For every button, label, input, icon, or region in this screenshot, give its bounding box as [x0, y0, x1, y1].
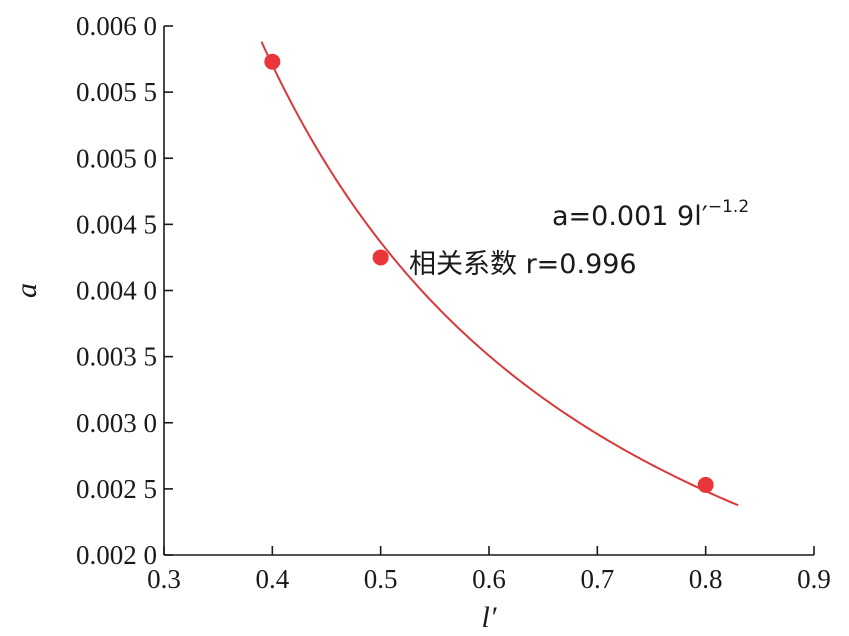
x-tick-label: 0.3: [147, 564, 181, 594]
correlation-label: 相关系数 r=0.996: [409, 249, 637, 280]
x-tick-label: 0.9: [797, 564, 831, 594]
x-tick-label: 0.8: [689, 564, 723, 594]
y-tick-label: 0.005 5: [76, 77, 157, 107]
x-tick-label: 0.6: [472, 564, 506, 594]
y-tick-label: 0.003 0: [76, 408, 157, 438]
x-axis-title: l′: [482, 601, 497, 634]
y-axis-ticks: 0.002 0 0.002 5 0.003 0 0.003 5 0.004 0 0.004…: [76, 11, 173, 570]
data-points: [264, 53, 714, 493]
x-axis-ticks: 0.3 0.4 0.5 0.6 0.7 0.8 0.9: [147, 546, 831, 594]
y-tick-label: 0.006 0: [76, 11, 157, 41]
y-tick-label: 0.004 0: [76, 276, 157, 306]
y-axis-title: a: [10, 283, 43, 298]
data-point: [372, 249, 389, 266]
x-tick-label: 0.5: [364, 564, 398, 594]
y-tick-label: 0.003 5: [76, 342, 157, 372]
y-tick-label: 0.004 5: [76, 209, 157, 239]
fit-curve: [260, 41, 739, 507]
y-tick-label: 0.002 5: [76, 474, 157, 504]
x-tick-label: 0.4: [255, 564, 289, 594]
x-tick-label: 0.7: [580, 564, 614, 594]
data-point: [264, 53, 281, 70]
fit-equation-label: a=0.001 9l′−1.2: [552, 197, 749, 232]
data-point: [697, 476, 714, 493]
y-tick-label: 0.005 0: [76, 143, 157, 173]
fit-equation-text: a=0.001 9l′: [552, 201, 708, 232]
y-tick-label: 0.002 0: [76, 540, 157, 570]
fit-equation-exponent: −1.2: [708, 197, 749, 217]
axes: [163, 26, 814, 556]
